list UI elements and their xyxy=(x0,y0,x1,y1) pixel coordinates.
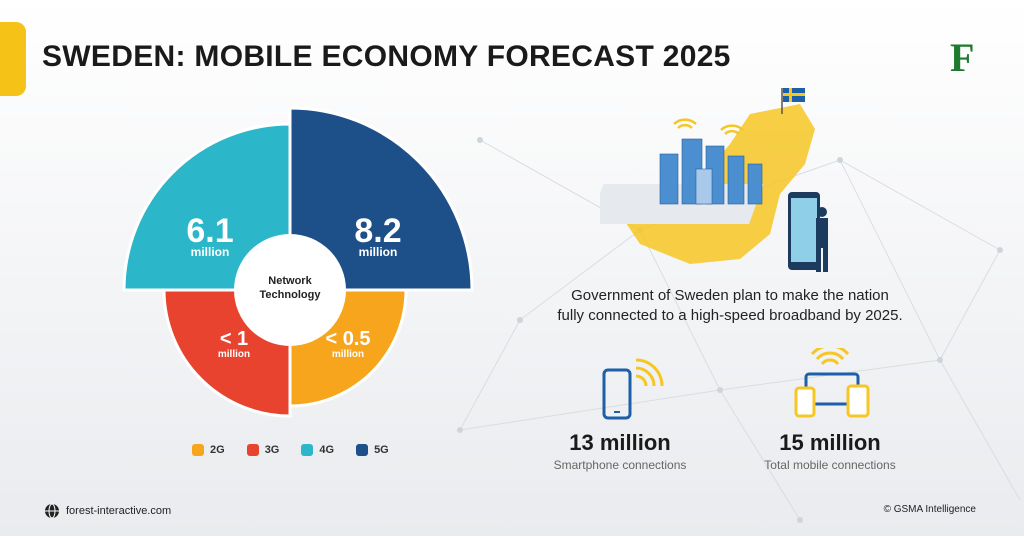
total-mobile-connections-value: 15 million xyxy=(779,430,881,455)
government-plan-line2: fully connected to a high-speed broadban… xyxy=(557,307,903,324)
chart-center-circle xyxy=(234,234,346,346)
government-plan-line1: Government of Sweden plan to make the na… xyxy=(571,287,889,304)
smartphone-connections-stat: 13 million Smartphone connections xyxy=(520,430,720,472)
smartphone-connections-label: Smartphone connections xyxy=(553,458,687,472)
smartphone-wifi-icon xyxy=(602,358,664,420)
chart-slice-4g xyxy=(122,122,292,292)
footer-website-text: forest-interactive.com xyxy=(66,505,172,517)
government-plan-text: Government of Sweden plan to make the na… xyxy=(520,286,940,326)
city-buildings xyxy=(659,138,763,205)
footer-copyright: © GSMA Intelligence xyxy=(883,504,976,515)
legend-swatch-5g xyxy=(356,444,369,456)
sweden-city-illustration xyxy=(600,88,828,272)
corner-accent-tab xyxy=(0,22,26,96)
slice-value-2g: < 0.5 xyxy=(325,328,370,350)
network-technology-chart: Network Technology 6.1million8.2million<… xyxy=(122,106,474,418)
forest-logo: F xyxy=(950,35,975,80)
center-label-line2: Technology xyxy=(260,289,322,301)
globe-icon xyxy=(45,503,59,519)
legend-item-2g: 2G xyxy=(192,444,225,456)
slice-unit-3g: million xyxy=(218,349,250,360)
center-label-line1: Network xyxy=(268,275,312,287)
legend-swatch-4g xyxy=(301,444,314,456)
slice-unit-5g: million xyxy=(359,245,398,259)
person-figure xyxy=(816,207,828,272)
devices-wifi-icon xyxy=(794,348,870,418)
slice-value-4g: 6.1 xyxy=(186,212,233,250)
legend-swatch-3g xyxy=(246,444,259,456)
legend-swatch-2g xyxy=(192,444,204,456)
slice-unit-4g: million xyxy=(191,245,230,259)
smartphone-connections-value: 13 million xyxy=(569,430,671,455)
legend-label-4g: 4G xyxy=(319,444,335,456)
footer-website[interactable]: forest-interactive.com xyxy=(44,503,171,519)
slice-value-5g: 8.2 xyxy=(354,212,401,250)
total-mobile-connections-stat: 15 million Total mobile connections xyxy=(730,430,930,472)
legend-label-3g: 3G xyxy=(264,444,280,456)
page-title: SWEDEN: MOBILE ECONOMY FORECAST 2025 xyxy=(42,40,731,73)
slice-value-3g: < 1 xyxy=(220,328,248,350)
legend-item-3g: 3G xyxy=(246,444,280,456)
legend-item-4g: 4G xyxy=(301,444,334,456)
legend-label-5g: 5G xyxy=(374,444,389,456)
total-mobile-connections-label: Total mobile connections xyxy=(764,458,896,472)
legend-item-5g: 5G xyxy=(356,444,389,456)
slice-unit-2g: million xyxy=(332,349,364,360)
chart-slice-5g xyxy=(288,106,474,292)
wifi-signal-icon xyxy=(673,118,697,129)
legend-label-2g: 2G xyxy=(210,444,225,456)
chart-legend: 2G 3G 4G 5G xyxy=(192,444,389,456)
